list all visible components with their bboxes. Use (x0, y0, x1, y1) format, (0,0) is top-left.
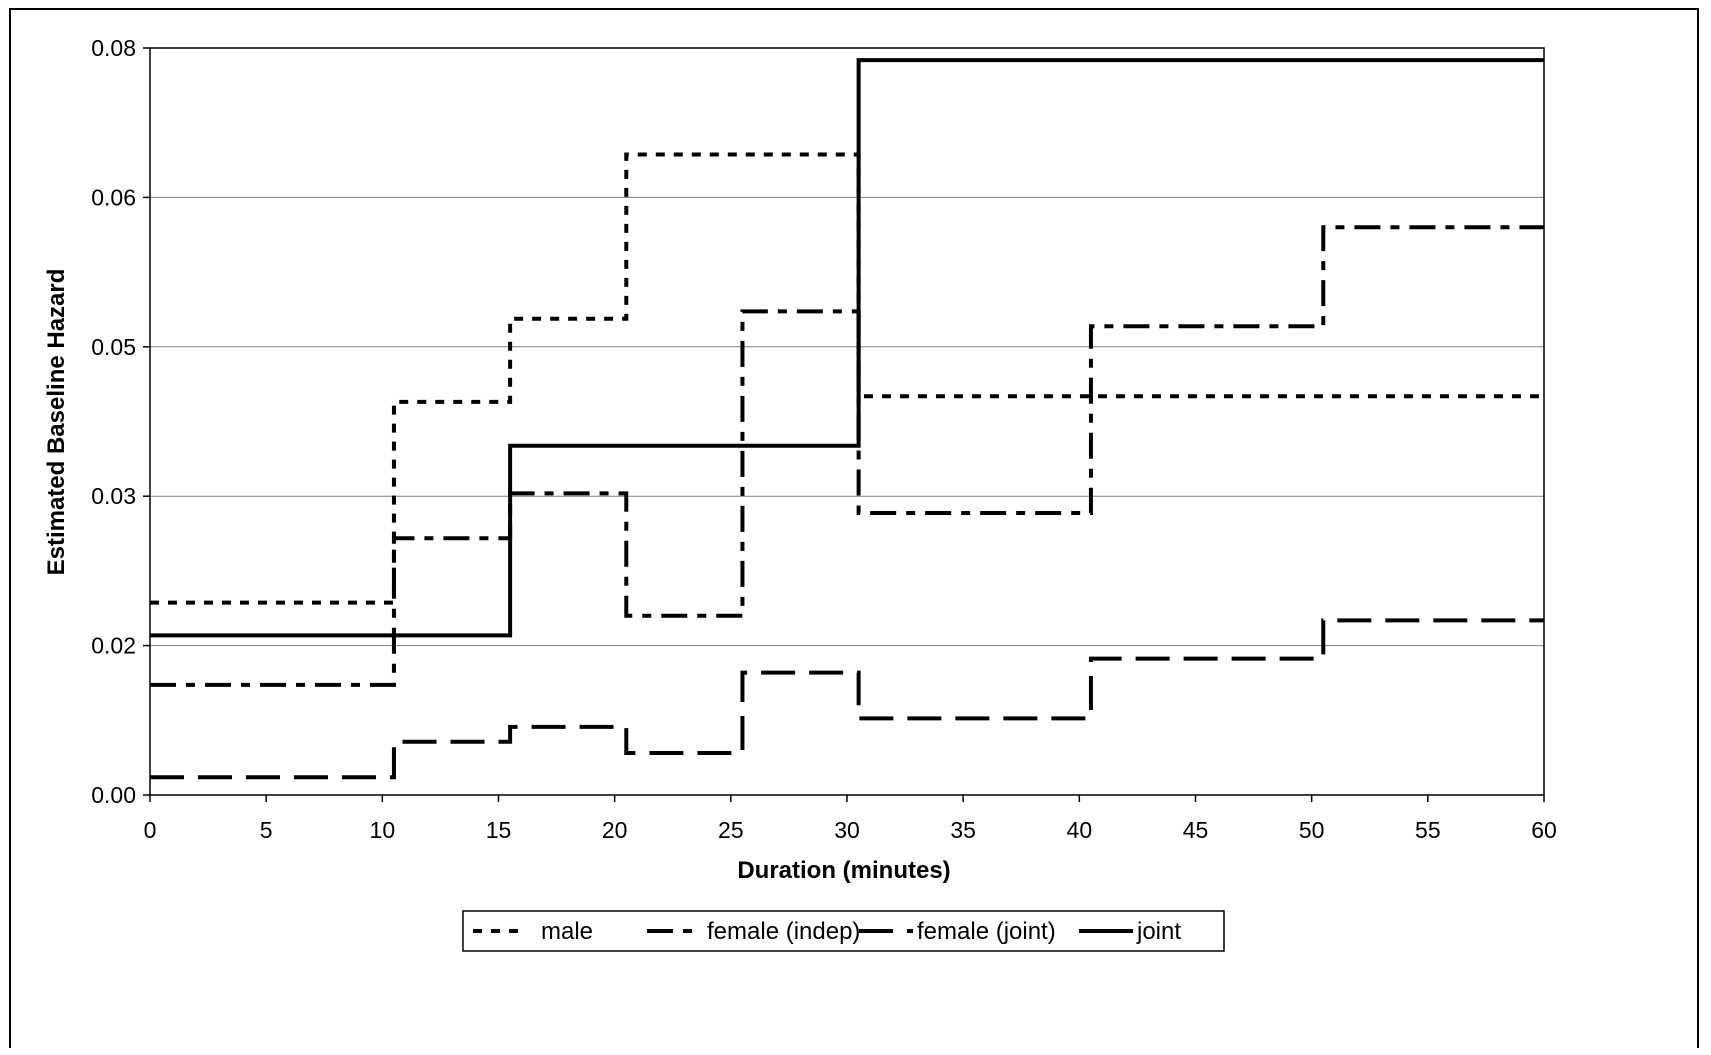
x-tick-label: 50 (1299, 817, 1325, 843)
x-tick-label: 5 (260, 817, 273, 843)
series-line-female-indep (150, 225, 1544, 687)
x-tick-label: 35 (950, 817, 976, 843)
y-axis-title: Estimated Baseline Hazard (43, 269, 70, 576)
x-tick-label: 45 (1183, 817, 1209, 843)
chart-svg: 0.00 0.02 0.03 0.05 0.06 0.08 0 5 10 15 20 25 30 35 40… (43, 35, 1557, 952)
y-tick-label: 0.02 (91, 633, 136, 659)
legend: male female (indep) female (joint) joint (462, 910, 1225, 952)
y-tick-label: 0.03 (91, 483, 136, 509)
series-lines (150, 58, 1544, 780)
series-line-female-joint (150, 618, 1544, 780)
x-tick-label: 15 (486, 817, 512, 843)
gridlines (150, 196, 1544, 647)
y-tick-label: 0.05 (91, 334, 136, 360)
legend-label: joint (1136, 918, 1181, 945)
chart-frame: 0.00 0.02 0.03 0.05 0.06 0.08 0 5 10 15 20 25 30 35 40… (9, 8, 1699, 1048)
x-tick-label: 60 (1531, 817, 1557, 843)
y-tick-label: 0.08 (91, 35, 136, 61)
x-tick-label: 0 (144, 817, 157, 843)
x-tick-label: 55 (1415, 817, 1441, 843)
x-axis-title: Duration (minutes) (737, 857, 950, 884)
axes: 0.00 0.02 0.03 0.05 0.06 0.08 0 5 10 15 20 25 30 35 40… (91, 35, 1557, 843)
legend-label: female (indep) (707, 918, 860, 945)
x-tick-label: 10 (370, 817, 396, 843)
x-tick-label: 20 (602, 817, 628, 843)
x-tick-label: 25 (718, 817, 744, 843)
legend-label: female (joint) (917, 918, 1056, 945)
x-tick-label: 40 (1067, 817, 1093, 843)
series-line-male (150, 152, 1544, 605)
y-tick-label: 0.06 (91, 184, 136, 210)
y-tick-label: 0.00 (91, 782, 136, 808)
x-tick-label: 30 (834, 817, 860, 843)
legend-label: male (541, 918, 593, 945)
series-line-joint (150, 58, 1544, 638)
